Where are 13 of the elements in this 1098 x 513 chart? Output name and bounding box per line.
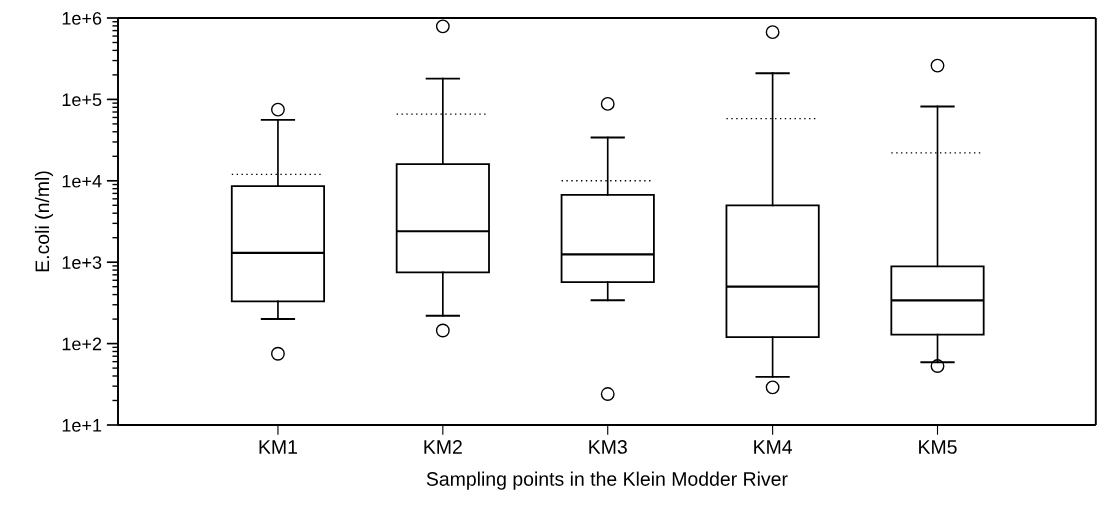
y-tick-label: 1e+5 <box>62 93 102 107</box>
y-tick-label: 1e+4 <box>62 174 102 188</box>
x-axis-title: Sampling points in the Klein Modder River <box>426 471 788 490</box>
x-tick-label: KM2 <box>424 440 462 454</box>
x-tick-label: KM3 <box>589 440 627 454</box>
y-axis-title: E.coli (n/ml) <box>34 171 54 272</box>
y-tick-label: 1e+6 <box>62 11 102 25</box>
x-tick-label: KM1 <box>259 440 297 454</box>
y-tick-label: 1e+1 <box>62 419 102 432</box>
y-tick-label: 1e+2 <box>62 337 102 351</box>
x-tick-label: KM4 <box>754 440 793 454</box>
x-tick-label: KM5 <box>919 440 957 454</box>
y-tick-label: 1e+3 <box>62 256 102 269</box>
